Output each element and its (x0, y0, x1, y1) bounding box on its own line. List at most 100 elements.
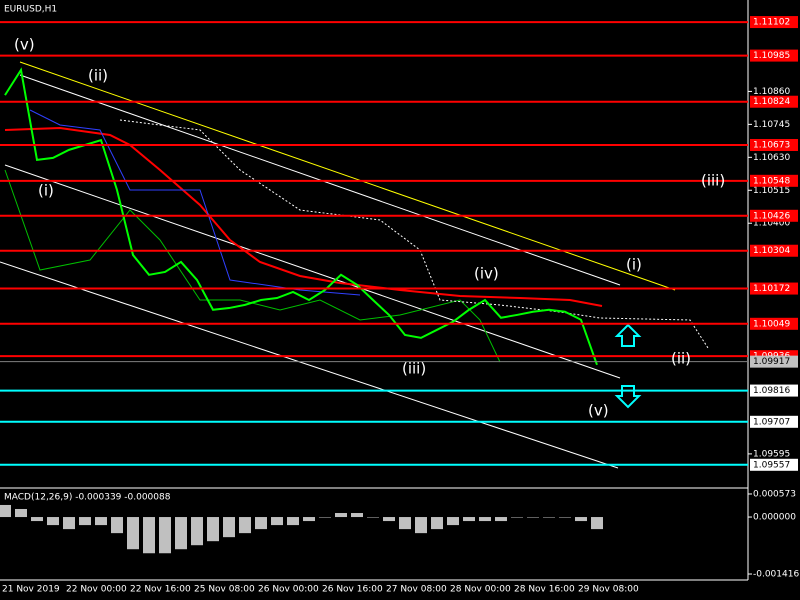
level-label: 1.11102 (753, 18, 790, 28)
macd-bar (63, 517, 75, 530)
macd-bar (271, 517, 283, 526)
channel-line (19, 61, 676, 291)
macd-bar (399, 517, 411, 530)
level-label: 1.10548 (753, 176, 790, 186)
macd-bar (95, 517, 107, 526)
macd-bar (543, 517, 555, 518)
time-label: 26 Nov 16:00 (322, 585, 383, 595)
macd-bar (127, 517, 139, 550)
level-box (750, 415, 798, 428)
y-tick-label: 1.10630 (753, 153, 790, 163)
y-tick-label: -0.001416 (753, 570, 799, 580)
macd-bar (479, 517, 491, 522)
macd-bar (575, 517, 587, 522)
macd-bar (431, 517, 443, 530)
macd-bar (511, 517, 523, 518)
time-label: 29 Nov 08:00 (578, 585, 639, 595)
level-box (750, 138, 798, 151)
macd-bar (223, 517, 235, 538)
time-label: 28 Nov 16:00 (514, 585, 575, 595)
level-label: 1.09557 (753, 460, 790, 470)
macd-bar (447, 517, 459, 526)
macd-bar (111, 517, 123, 534)
level-label: 1.10049 (753, 319, 790, 329)
time-label: 25 Nov 08:00 (194, 585, 255, 595)
channel-line (4, 164, 621, 379)
wave-label: (i) (626, 256, 642, 274)
macd-bar (15, 508, 27, 518)
macd-bar (191, 517, 203, 546)
y-tick-label: 1.10745 (753, 120, 790, 130)
y-tick-label: 1.09595 (753, 449, 790, 459)
time-label: 22 Nov 00:00 (66, 585, 127, 595)
channel-line (0, 261, 619, 469)
macd-bar (335, 513, 347, 518)
wave-label: (iii) (701, 172, 725, 190)
macd-bar (239, 517, 251, 534)
level-label: 1.10426 (753, 211, 790, 221)
level-box (750, 458, 798, 471)
macd-bar (303, 517, 315, 522)
current-price-label: 1.09917 (753, 357, 790, 367)
level-box (750, 16, 798, 29)
level-box (750, 49, 798, 62)
macd-bar (367, 517, 379, 518)
wave-label: (ii) (88, 67, 108, 85)
level-label: 1.10824 (753, 97, 790, 107)
time-label: 22 Nov 16:00 (130, 585, 191, 595)
macd-bar (383, 517, 395, 522)
down-arrow (614, 385, 642, 409)
macd-bar (175, 517, 187, 550)
wave-label: (i) (38, 182, 54, 200)
price-line (4, 67, 598, 366)
macd-bar (319, 517, 331, 518)
y-tick-label: 1.10515 (753, 186, 790, 196)
macd-bar (159, 517, 171, 554)
time-label: 28 Nov 00:00 (450, 585, 511, 595)
macd-bar (79, 517, 91, 526)
level-label: 1.10172 (753, 284, 790, 294)
wave-label: (ii) (671, 350, 691, 368)
wave-label: (v) (588, 402, 609, 420)
wave-label: (iv) (474, 265, 499, 283)
wave-label: (v) (14, 36, 35, 54)
macd-bar (495, 517, 507, 522)
level-box (750, 384, 798, 397)
level-box (750, 282, 798, 295)
macd-title: MACD(12,26,9) -0.000339 -0.000088 (4, 493, 171, 503)
macd-bar (47, 517, 59, 526)
y-tick-label: 1.10860 (753, 87, 790, 97)
level-label: 1.09816 (753, 386, 790, 396)
macd-bar (559, 517, 571, 518)
macd-bar (287, 517, 299, 526)
macd-bar (255, 517, 267, 530)
level-label: 1.09707 (753, 417, 790, 427)
macd-bar (591, 517, 603, 530)
macd-bar (207, 517, 219, 542)
current-price-box (750, 355, 798, 368)
level-label: 1.10304 (753, 246, 790, 256)
y-tick-label: 1.10400 (753, 219, 790, 229)
macd-bar (143, 517, 155, 554)
level-box (750, 244, 798, 257)
cloud-edge (119, 119, 709, 349)
level-label: 1.10673 (753, 140, 790, 150)
time-label: 26 Nov 00:00 (258, 585, 319, 595)
macd-bar (0, 504, 11, 518)
moving-average (4, 126, 603, 307)
time-label: 21 Nov 2019 (2, 585, 60, 595)
macd-bar (31, 517, 43, 522)
macd-bar (415, 517, 427, 534)
wave-label: (iii) (402, 360, 426, 378)
macd-bar (527, 517, 539, 518)
level-box (750, 174, 798, 187)
level-box (750, 95, 798, 108)
time-label: 27 Nov 08:00 (386, 585, 447, 595)
macd-bar (463, 517, 475, 522)
level-box (750, 209, 798, 222)
y-tick-label: 0.000000 (753, 513, 796, 523)
up-arrow (614, 323, 642, 347)
